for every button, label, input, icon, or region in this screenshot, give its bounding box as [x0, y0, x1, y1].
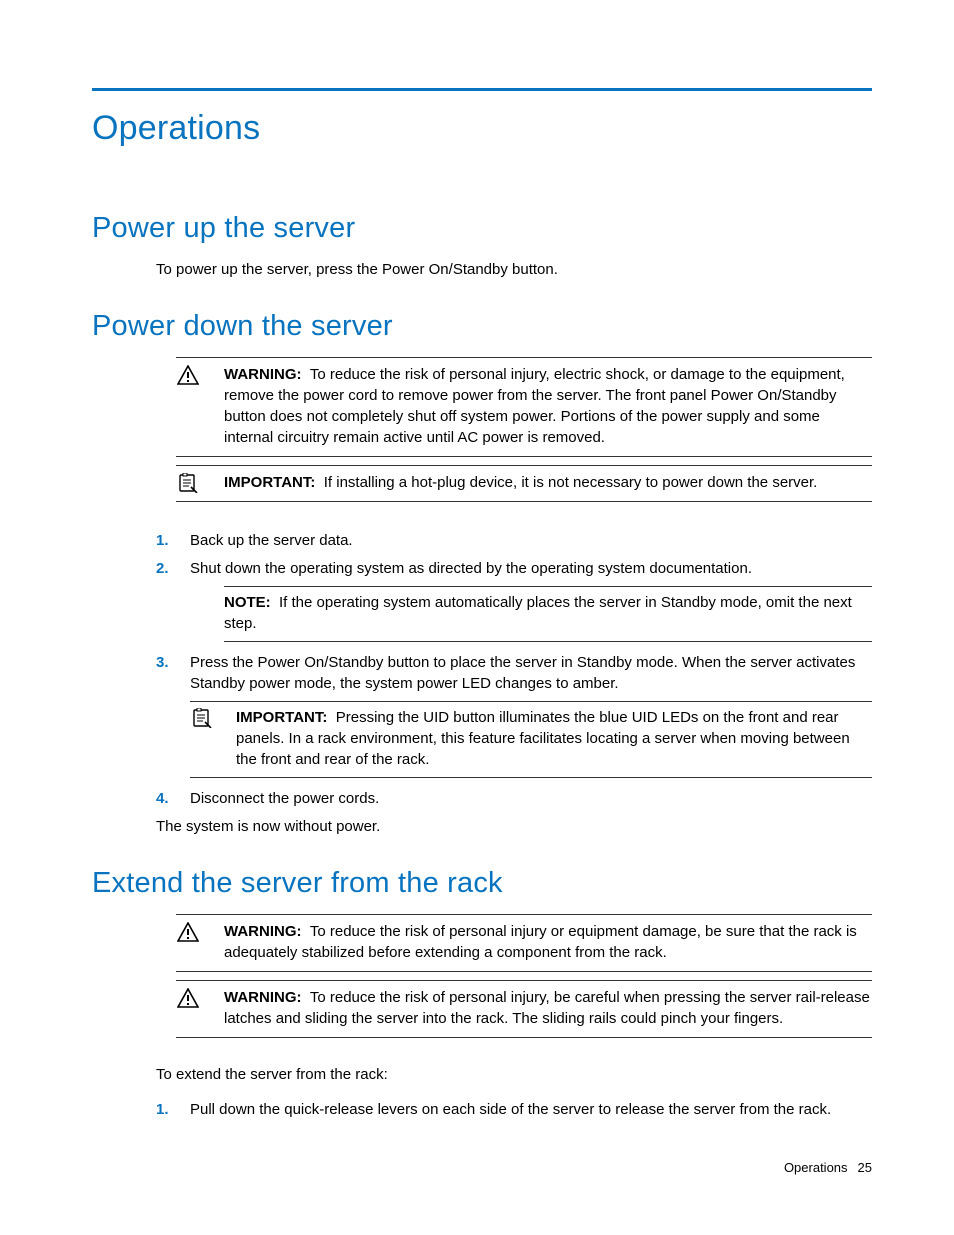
extend-warning2-text: WARNING: To reduce the risk of personal … [224, 987, 872, 1029]
step3-important-text: Pressing the UID button illuminates the … [236, 709, 850, 768]
extend-step-1: Pull down the quick-release levers on ea… [156, 1099, 872, 1120]
extend-intro: To extend the server from the rack: [156, 1064, 872, 1085]
warning-block: WARNING: To reduce the risk of personal … [176, 357, 872, 457]
note-label: NOTE: [224, 594, 271, 611]
step-3: Press the Power On/Standby button to pla… [156, 652, 872, 778]
heading-power-down: Power down the server [92, 310, 872, 343]
heading-extend: Extend the server from the rack [92, 867, 872, 900]
important-body: If installing a hot-plug device, it is n… [324, 474, 818, 491]
extend-warning1-block: WARNING: To reduce the risk of personal … [176, 914, 872, 972]
warning-icon [176, 364, 200, 448]
note-block: NOTE: If the operating system automatica… [224, 586, 872, 642]
extend-warning2-block: WARNING: To reduce the risk of personal … [176, 980, 872, 1038]
warning-body: To reduce the risk of personal injury, e… [224, 366, 845, 446]
important-icon [176, 472, 200, 493]
step-4: Disconnect the power cords. [156, 788, 872, 809]
important-block: IMPORTANT: If installing a hot-plug devi… [176, 465, 872, 502]
warning-label: WARNING: [224, 366, 302, 383]
top-rule [92, 88, 872, 91]
step3-important-block: IMPORTANT: Pressing the UID button illum… [190, 701, 872, 778]
power-down-closing: The system is now without power. [156, 816, 872, 837]
important-text: IMPORTANT: If installing a hot-plug devi… [224, 472, 817, 493]
page-title: Operations [92, 109, 872, 148]
step-1: Back up the server data. [156, 530, 872, 551]
extend-warning1-text: WARNING: To reduce the risk of personal … [224, 921, 872, 963]
extend-steps: Pull down the quick-release levers on ea… [156, 1099, 872, 1120]
important-label: IMPORTANT: [224, 474, 315, 491]
footer-section: Operations [784, 1160, 848, 1175]
important-icon [190, 707, 214, 770]
heading-power-up: Power up the server [92, 212, 872, 245]
page-footer: Operations 25 [784, 1160, 872, 1175]
warning-icon [176, 987, 200, 1029]
warning-text: WARNING: To reduce the risk of personal … [224, 364, 872, 448]
power-down-steps: Back up the server data. Shut down the o… [156, 530, 872, 809]
power-up-body: To power up the server, press the Power … [156, 259, 872, 280]
step-2: Shut down the operating system as direct… [156, 558, 872, 642]
note-text: If the operating system automatically pl… [224, 594, 852, 632]
step3-important-label: IMPORTANT: [236, 709, 327, 726]
footer-page-number: 25 [858, 1160, 872, 1175]
warning-icon [176, 921, 200, 963]
